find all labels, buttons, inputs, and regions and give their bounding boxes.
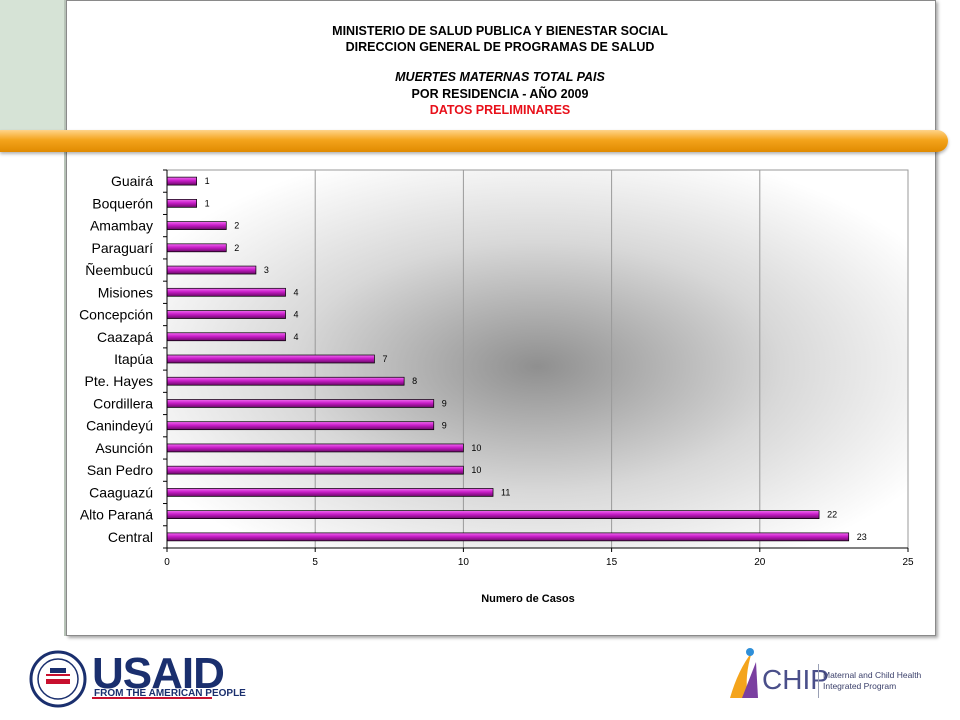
- bar-6: [166, 310, 286, 319]
- usaid-underline: [92, 697, 212, 699]
- category-label: Caaguazú: [89, 484, 153, 500]
- bar-16: [166, 532, 850, 542]
- x-tick-label: 25: [902, 557, 914, 568]
- value-label: 23: [857, 532, 867, 542]
- category-label: Central: [108, 529, 153, 545]
- category-label: Canindeyú: [86, 418, 153, 434]
- header-ministry: MINISTERIO DE SALUD PUBLICA Y BIENESTAR …: [332, 24, 668, 38]
- value-label: 11: [501, 487, 510, 497]
- value-label: 22: [827, 510, 837, 520]
- category-label: Paraguarí: [92, 240, 154, 256]
- category-label: Guairá: [111, 173, 153, 189]
- preliminary-note: DATOS PRELIMINARES: [429, 103, 571, 117]
- value-label: 3: [264, 265, 269, 275]
- bar-3: [166, 243, 227, 253]
- category-label: San Pedro: [87, 462, 153, 478]
- x-tick-label: 20: [754, 557, 766, 568]
- category-label: Itapúa: [114, 351, 153, 367]
- x-tick-label: 5: [312, 557, 318, 568]
- left-decor-strip: [0, 0, 64, 130]
- chip-desc-line1: Maternal and Child Health: [823, 670, 922, 680]
- value-label: 2: [234, 243, 239, 253]
- category-label: Caazapá: [97, 329, 153, 345]
- value-label: 2: [234, 221, 239, 231]
- bar-0: [166, 176, 197, 186]
- chart-title: MUERTES MATERNAS TOTAL PAIS: [395, 70, 605, 84]
- header-direction: DIRECCION GENERAL DE PROGRAMAS DE SALUD: [345, 40, 655, 54]
- chip-desc-line2: Integrated Program: [823, 681, 897, 691]
- bar-10: [166, 399, 435, 408]
- value-label: 8: [412, 376, 417, 386]
- value-label: 9: [442, 398, 447, 408]
- bar-7: [166, 332, 286, 342]
- value-label: 10: [471, 465, 481, 475]
- bar-5: [166, 287, 286, 297]
- category-label: Alto Paraná: [80, 507, 153, 523]
- value-label: 9: [442, 421, 447, 431]
- value-label: 7: [382, 354, 387, 364]
- bar-13: [166, 465, 464, 475]
- value-label: 4: [294, 287, 299, 297]
- category-label: Amambay: [90, 218, 153, 234]
- bar-1: [166, 199, 197, 208]
- bar-15: [166, 510, 820, 519]
- category-label: Boquerón: [92, 195, 153, 211]
- chart-subtitle: POR RESIDENCIA - AÑO 2009: [411, 87, 589, 101]
- category-label: Ñeembucú: [85, 262, 153, 278]
- chip-description: Maternal and Child Health Integrated Pro…: [823, 670, 921, 692]
- bar-8: [166, 354, 375, 364]
- bar-12: [166, 443, 464, 453]
- category-label: Concepción: [79, 307, 153, 323]
- usaid-tagline: FROM THE AMERICAN PEOPLE: [94, 688, 246, 699]
- value-label: 4: [294, 310, 299, 320]
- orange-divider: [0, 130, 948, 152]
- bar-4: [166, 265, 257, 275]
- category-label: Asunción: [95, 440, 153, 456]
- x-tick-label: 15: [606, 557, 618, 568]
- bar-9: [166, 376, 405, 386]
- bar-14: [166, 488, 494, 497]
- value-label: 10: [471, 443, 481, 453]
- usaid-logo-text: USAID: [92, 649, 225, 698]
- category-label: Misiones: [98, 284, 153, 300]
- category-label: Pte. Hayes: [85, 373, 153, 389]
- value-label: 1: [205, 198, 210, 208]
- category-label: Cordillera: [93, 395, 153, 411]
- chip-separator: [818, 664, 819, 698]
- chip-logo-text: CHIP: [762, 664, 829, 695]
- value-label: 1: [205, 176, 210, 186]
- x-axis-title: Numero de Casos: [481, 593, 575, 605]
- value-label: 4: [294, 332, 299, 342]
- x-tick-label: 10: [458, 557, 470, 568]
- x-tick-label: 0: [164, 557, 170, 568]
- bar-11: [166, 421, 435, 431]
- bar-2: [166, 221, 227, 230]
- left-decor-line: [64, 0, 66, 636]
